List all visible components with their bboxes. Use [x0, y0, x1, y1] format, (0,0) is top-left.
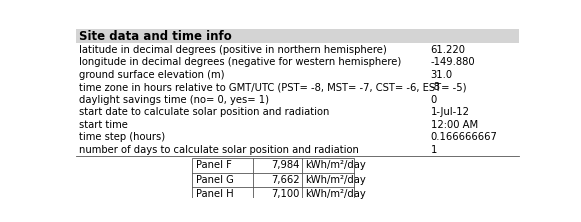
- Text: 61.220: 61.220: [431, 44, 465, 55]
- Text: time zone in hours relative to GMT/UTC (PST= -8, MST= -7, CST= -6, EST= -5): time zone in hours relative to GMT/UTC (…: [79, 82, 467, 92]
- Text: 1-Jul-12: 1-Jul-12: [431, 107, 469, 117]
- Text: Panel F: Panel F: [196, 160, 231, 170]
- Text: kWh/m²/day: kWh/m²/day: [306, 175, 366, 185]
- Text: latitude in decimal degrees (positive in northern hemisphere): latitude in decimal degrees (positive in…: [79, 44, 387, 55]
- Text: 0.166666667: 0.166666667: [431, 133, 497, 143]
- Text: kWh/m²/day: kWh/m²/day: [306, 160, 366, 170]
- Text: longitude in decimal degrees (negative for western hemisphere): longitude in decimal degrees (negative f…: [79, 57, 401, 67]
- Text: -149.880: -149.880: [431, 57, 475, 67]
- Text: kWh/m²/day: kWh/m²/day: [306, 189, 366, 199]
- Text: Site data and time info: Site data and time info: [79, 30, 232, 43]
- Text: 12:00 AM: 12:00 AM: [431, 120, 478, 130]
- Text: 7,984: 7,984: [271, 160, 300, 170]
- Text: 31.0: 31.0: [431, 70, 453, 80]
- Text: 7,100: 7,100: [271, 189, 300, 199]
- Text: 0: 0: [431, 95, 437, 105]
- Text: 1: 1: [431, 145, 437, 155]
- Text: daylight savings time (no= 0, yes= 1): daylight savings time (no= 0, yes= 1): [79, 95, 269, 105]
- Text: Panel H: Panel H: [196, 189, 233, 199]
- Text: 7,662: 7,662: [271, 175, 300, 185]
- FancyBboxPatch shape: [192, 158, 354, 202]
- FancyBboxPatch shape: [76, 29, 519, 43]
- Text: start time: start time: [79, 120, 128, 130]
- Text: time step (hours): time step (hours): [79, 133, 165, 143]
- Text: -8: -8: [431, 82, 440, 92]
- Text: number of days to calculate solar position and radiation: number of days to calculate solar positi…: [79, 145, 359, 155]
- Text: start date to calculate solar position and radiation: start date to calculate solar position a…: [79, 107, 329, 117]
- Text: Panel G: Panel G: [196, 175, 234, 185]
- Text: ground surface elevation (m): ground surface elevation (m): [79, 70, 224, 80]
